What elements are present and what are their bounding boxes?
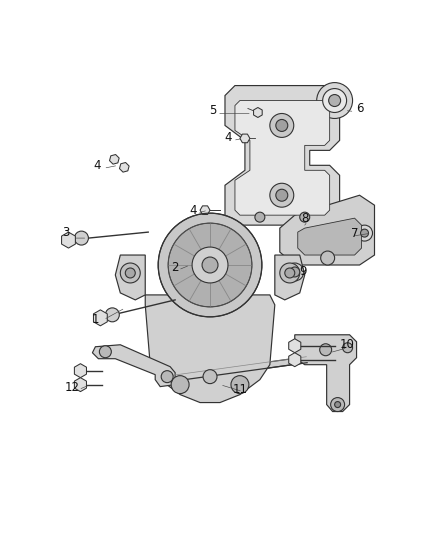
Circle shape (158, 213, 262, 317)
Circle shape (192, 247, 228, 283)
Polygon shape (74, 364, 86, 378)
Circle shape (202, 257, 218, 273)
Circle shape (357, 225, 372, 241)
Circle shape (321, 251, 335, 265)
Text: 3: 3 (62, 225, 69, 239)
Circle shape (320, 344, 332, 356)
Circle shape (280, 263, 300, 283)
Polygon shape (295, 335, 357, 411)
Polygon shape (200, 206, 210, 214)
Circle shape (203, 370, 217, 384)
Circle shape (120, 263, 140, 283)
Polygon shape (74, 378, 86, 392)
Polygon shape (225, 86, 339, 225)
Circle shape (285, 268, 295, 278)
Circle shape (276, 189, 288, 201)
Polygon shape (275, 255, 305, 300)
Text: 1: 1 (92, 313, 99, 326)
Polygon shape (93, 310, 107, 326)
Polygon shape (62, 232, 75, 248)
Circle shape (360, 229, 368, 237)
Text: 8: 8 (301, 212, 308, 224)
Text: 7: 7 (351, 227, 358, 240)
Polygon shape (110, 155, 119, 164)
Polygon shape (235, 101, 330, 215)
Polygon shape (289, 339, 301, 353)
Circle shape (255, 212, 265, 222)
Text: 6: 6 (356, 102, 363, 115)
Polygon shape (298, 218, 361, 255)
Circle shape (168, 223, 252, 307)
Polygon shape (92, 345, 175, 386)
Text: 4: 4 (189, 204, 197, 217)
Text: 12: 12 (65, 381, 80, 394)
Circle shape (161, 370, 173, 383)
Circle shape (290, 267, 300, 277)
Circle shape (331, 398, 345, 411)
Circle shape (270, 183, 294, 207)
Polygon shape (289, 353, 301, 367)
Circle shape (343, 343, 353, 353)
Polygon shape (170, 357, 307, 382)
Circle shape (317, 83, 353, 118)
Circle shape (300, 212, 310, 222)
Circle shape (276, 119, 288, 132)
Polygon shape (120, 163, 129, 172)
Circle shape (335, 401, 341, 408)
Circle shape (231, 376, 249, 393)
Circle shape (323, 88, 346, 112)
Circle shape (286, 263, 304, 281)
Text: 5: 5 (209, 104, 217, 117)
Polygon shape (115, 255, 145, 300)
Text: 9: 9 (299, 265, 307, 278)
Text: 2: 2 (171, 262, 179, 274)
Text: 11: 11 (233, 383, 247, 396)
Circle shape (328, 94, 341, 107)
Circle shape (99, 346, 111, 358)
Polygon shape (280, 195, 374, 265)
Text: 10: 10 (340, 338, 355, 351)
Circle shape (125, 268, 135, 278)
Polygon shape (145, 295, 275, 402)
Circle shape (270, 114, 294, 138)
Text: 4: 4 (94, 159, 101, 172)
Circle shape (171, 376, 189, 393)
Text: 4: 4 (224, 131, 232, 144)
Circle shape (106, 308, 119, 322)
Circle shape (74, 231, 88, 245)
Polygon shape (254, 108, 262, 117)
Polygon shape (240, 134, 250, 143)
